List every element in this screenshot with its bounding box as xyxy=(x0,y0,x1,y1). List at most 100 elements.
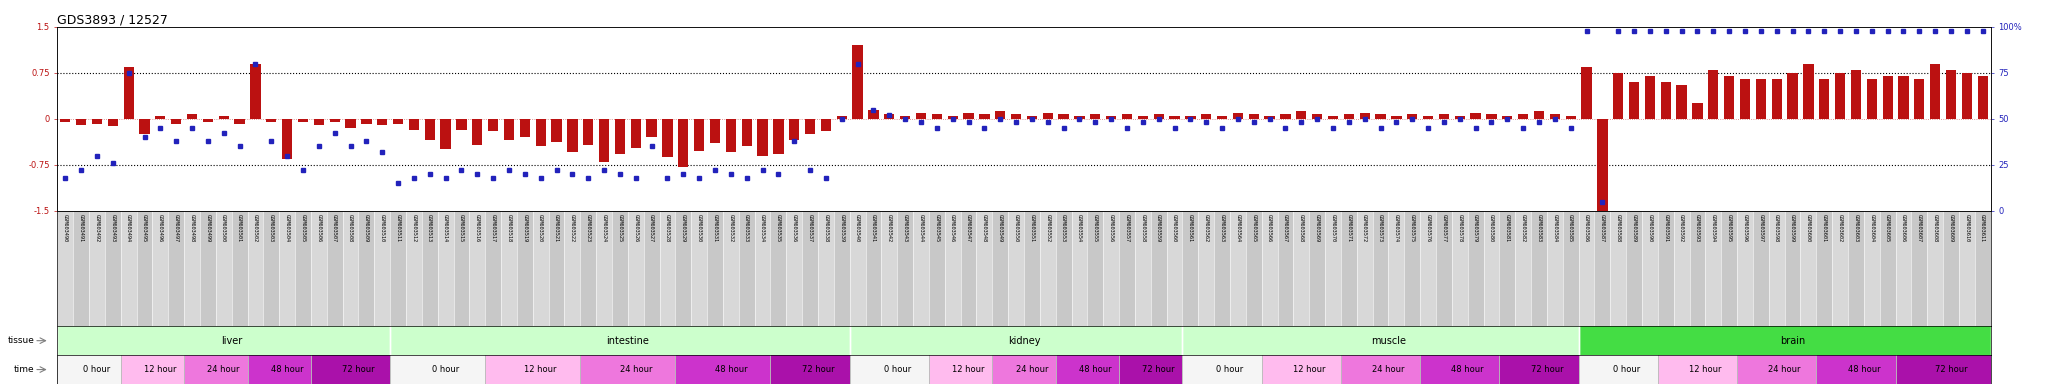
Bar xyxy=(1737,355,1817,384)
Text: GSM603591: GSM603591 xyxy=(1663,214,1669,242)
Text: GSM603611: GSM603611 xyxy=(1980,214,1985,242)
Text: GSM603490: GSM603490 xyxy=(63,214,68,242)
Bar xyxy=(786,211,803,326)
Bar xyxy=(1008,211,1024,326)
Text: GSM603587: GSM603587 xyxy=(1599,214,1606,242)
Text: GSM603494: GSM603494 xyxy=(127,214,131,242)
Bar xyxy=(979,114,989,119)
Bar xyxy=(1012,114,1022,119)
Text: GSM603583: GSM603583 xyxy=(1536,214,1542,242)
Bar xyxy=(1659,355,1737,384)
Bar xyxy=(725,119,735,152)
Bar xyxy=(866,211,881,326)
Bar xyxy=(375,211,389,326)
Bar xyxy=(707,211,723,326)
Bar xyxy=(1231,211,1245,326)
Text: GSM603537: GSM603537 xyxy=(807,214,813,242)
Bar xyxy=(580,355,676,384)
Text: 24 hour: 24 hour xyxy=(1767,365,1800,374)
Bar xyxy=(1264,116,1274,119)
Text: GSM603502: GSM603502 xyxy=(254,214,258,242)
Bar xyxy=(248,211,264,326)
Text: GSM603530: GSM603530 xyxy=(696,214,702,242)
Bar xyxy=(1372,211,1389,326)
Bar xyxy=(156,116,166,119)
Bar xyxy=(643,211,659,326)
Text: GSM603505: GSM603505 xyxy=(301,214,305,242)
Bar xyxy=(1249,114,1260,119)
Text: GSM603603: GSM603603 xyxy=(1853,214,1858,242)
Bar xyxy=(770,211,786,326)
Bar xyxy=(897,211,913,326)
Text: GSM603512: GSM603512 xyxy=(412,214,416,242)
Bar xyxy=(614,119,625,154)
Text: GSM603574: GSM603574 xyxy=(1395,214,1399,242)
Text: 48 hour: 48 hour xyxy=(1079,365,1112,374)
Text: GSM603578: GSM603578 xyxy=(1458,214,1462,242)
Text: 72 hour: 72 hour xyxy=(801,365,834,374)
Text: liver: liver xyxy=(221,336,242,346)
Text: GSM603548: GSM603548 xyxy=(981,214,987,242)
Bar xyxy=(1911,211,1927,326)
Bar xyxy=(1565,116,1575,119)
Text: GSM603607: GSM603607 xyxy=(1917,214,1921,242)
Text: GSM603520: GSM603520 xyxy=(539,214,543,242)
Bar xyxy=(1440,114,1450,119)
Bar xyxy=(1769,211,1784,326)
Bar xyxy=(1550,114,1561,119)
Bar xyxy=(1278,211,1294,326)
Text: GSM603551: GSM603551 xyxy=(1030,214,1034,242)
Text: 48 hour: 48 hour xyxy=(270,365,303,374)
Text: GSM603585: GSM603585 xyxy=(1569,214,1573,242)
Text: GSM603588: GSM603588 xyxy=(1616,214,1620,242)
Bar xyxy=(311,355,389,384)
Text: 24 hour: 24 hour xyxy=(1372,365,1405,374)
Bar xyxy=(739,211,754,326)
Bar xyxy=(473,119,483,144)
Bar xyxy=(109,119,119,126)
Text: GSM603597: GSM603597 xyxy=(1759,214,1763,242)
Bar xyxy=(1866,79,1876,119)
Bar xyxy=(1929,64,1939,119)
Text: GSM603550: GSM603550 xyxy=(1014,214,1018,242)
Bar xyxy=(311,211,328,326)
Bar xyxy=(678,119,688,167)
Bar xyxy=(1341,211,1356,326)
Text: GSM603572: GSM603572 xyxy=(1362,214,1368,242)
Bar xyxy=(74,211,88,326)
Bar xyxy=(535,119,547,146)
Bar xyxy=(1343,114,1354,119)
Bar xyxy=(231,211,248,326)
Text: GSM603590: GSM603590 xyxy=(1647,214,1653,242)
Text: brain: brain xyxy=(1780,336,1804,346)
Text: GSM603565: GSM603565 xyxy=(1251,214,1255,242)
Bar xyxy=(629,211,643,326)
Bar xyxy=(1436,211,1452,326)
Text: GDS3893 / 12527: GDS3893 / 12527 xyxy=(57,14,168,27)
Text: GSM603562: GSM603562 xyxy=(1204,214,1208,242)
Bar xyxy=(803,211,817,326)
Bar xyxy=(358,211,375,326)
Bar xyxy=(186,114,197,119)
Text: GSM603523: GSM603523 xyxy=(586,214,590,242)
Bar xyxy=(422,211,438,326)
Text: GSM603592: GSM603592 xyxy=(1679,214,1683,242)
Bar xyxy=(360,119,371,124)
Bar xyxy=(1452,211,1468,326)
Text: GSM603609: GSM603609 xyxy=(1948,214,1954,242)
Bar xyxy=(377,119,387,125)
Text: GSM603492: GSM603492 xyxy=(94,214,100,242)
Bar xyxy=(1483,211,1499,326)
Bar xyxy=(1835,73,1845,119)
Bar xyxy=(1106,116,1116,119)
Bar xyxy=(168,211,184,326)
Bar xyxy=(1896,355,1991,384)
Bar xyxy=(184,211,201,326)
Bar xyxy=(1233,113,1243,119)
Bar xyxy=(330,119,340,122)
Text: GSM603573: GSM603573 xyxy=(1378,214,1382,242)
Bar xyxy=(885,114,895,119)
Bar xyxy=(932,114,942,119)
Text: GSM603509: GSM603509 xyxy=(365,214,369,242)
Bar xyxy=(805,119,815,134)
